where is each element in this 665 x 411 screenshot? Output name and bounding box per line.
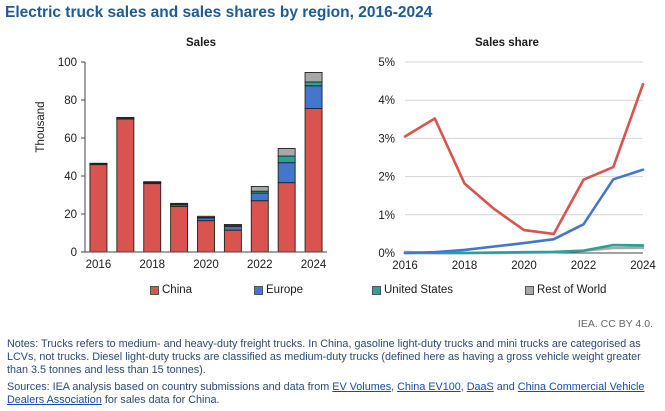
bar-rest-of-world [197,215,215,218]
bar-rest-of-world [143,181,162,183]
bar-europe [250,192,269,202]
bar-china [89,164,108,253]
credit: IEA. CC BY 4.0. [577,318,653,330]
source-link-ev-volumes[interactable]: EV Volumes [332,381,392,393]
sales-bar-chart: 0 20 40 60 80 100 Thousand 2016 2018 2020 2022 2024 [35,57,327,271]
bar-china [197,220,215,253]
x-tick-label: 2018 [139,259,165,271]
legend-label: Rest of World [537,284,607,296]
share-panel-title: Sales share [475,37,539,49]
notes: Notes: Trucks refers to medium- and heav… [7,338,641,377]
x-tick-label: 2024 [301,259,327,271]
bar-rest-of-world [277,147,296,157]
bar-rest-of-world [170,202,189,205]
x-tick-label: 2018 [452,260,478,272]
y-tick-label: 1% [378,210,395,222]
legend-label: Europe [266,284,304,296]
bar-china [116,118,135,253]
bar-china [143,183,162,253]
legend-swatch [372,285,381,295]
y-tick-label: 60 [64,133,77,145]
x-tick-label: 2020 [193,259,219,271]
source-link-china-ev100[interactable]: China EV100 [397,381,461,393]
legend-item-europe: Europe [254,284,303,296]
y-tick-label: 4% [378,95,395,107]
y-tick-label: 20 [64,209,77,221]
y-tick-label: 40 [64,171,77,183]
x-tick-label: 2022 [247,259,273,271]
y-tick-label: 0% [378,248,395,260]
legend-item-china: China [150,284,192,296]
bar-europe [223,225,242,231]
x-tick-label: 2016 [392,260,418,272]
sources-sep: , [391,381,398,393]
x-tick-label: 2020 [511,260,537,272]
sources-sep: , [460,381,467,393]
legend-item-united-states: United States [372,284,453,296]
legend-item-rest-of-world: Rest of World [525,284,606,296]
legend-swatch [150,285,159,295]
sources-sep: and [493,381,518,393]
legend-swatch [254,285,263,295]
source-link-cvda[interactable]: China Commercial Vehicle Dealers Associa… [7,381,645,407]
source-link-daas[interactable]: DaaS [466,381,494,393]
bar-rest-of-world [223,223,242,227]
bar-china [170,205,189,253]
sources: Sources: IEA analysis based on country s… [7,381,655,407]
sources-prefix: Sources: IEA analysis based on country s… [7,381,333,393]
y-tick-label: 2% [378,172,395,184]
bar-china [223,229,242,253]
y-tick-label: 80 [64,95,77,107]
line-china [403,82,645,236]
legend-label: China [162,284,193,296]
bar-china [250,200,269,253]
x-tick-label: 2016 [86,259,112,271]
y-axis-title: Thousand [35,101,47,152]
bar-china [304,108,323,253]
legend-label: United States [384,284,454,296]
y-tick-label: 0 [71,247,77,259]
legend-swatch [525,285,534,295]
y-tick-label: 100 [58,57,77,69]
chart-title: Electric truck sales and sales shares by… [5,4,433,21]
line-europe [403,168,645,255]
bar-china [277,182,296,253]
x-tick-label: 2022 [571,260,597,272]
y-tick-label: 3% [378,133,395,145]
bar-rest-of-world [250,185,269,192]
y-tick-label: 5% [378,57,395,69]
bar-europe [277,162,296,184]
line-united-states [403,243,645,255]
x-tick-label: 2024 [630,260,656,272]
sales-panel-title: Sales [186,37,217,49]
bar-rest-of-world [304,71,323,83]
bar-united-states [304,81,323,87]
bar-europe [304,85,323,109]
sources-suffix: for sales data for China. [101,394,220,407]
share-line-chart: 0% 1% 2% 3% 4% 5% 2016 2018 2020 2022 2024 [378,57,656,272]
bar-united-states [277,155,296,164]
